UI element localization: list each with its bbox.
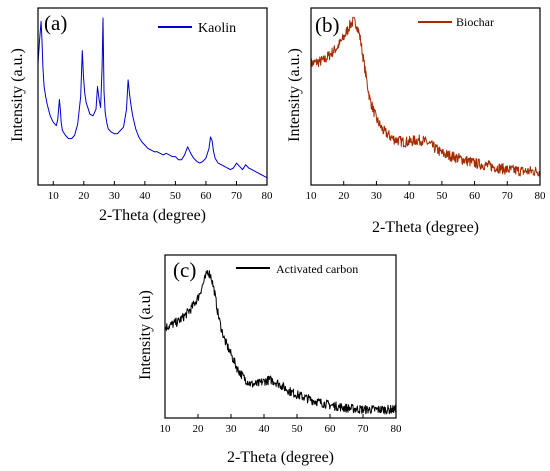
x-tick-label: 20 (193, 423, 205, 435)
y-axis-title: Intensity (a.u.) (286, 48, 303, 142)
x-tick-label: 70 (502, 190, 514, 202)
x-tick-label: 70 (358, 423, 370, 435)
x-tick-label: 20 (78, 190, 90, 202)
x-tick-label: 50 (292, 423, 304, 435)
series-line-1 (310, 16, 541, 177)
panel-b: Biochar 10 20 30 40 50 60 70 80 (b) 2-Theta (degre… (286, 7, 547, 236)
x-tick-label: 50 (170, 190, 182, 202)
x-tick-label: 80 (262, 190, 274, 202)
x-tick-label: 80 (391, 423, 403, 435)
y-axis-title: Intensity (a.u.) (9, 48, 26, 142)
panel-letter: (b) (315, 13, 340, 37)
legend-label: Kaolin (198, 21, 236, 36)
x-axis-title: 2-Theta (degree) (372, 219, 479, 236)
x-axis-title: 2-Theta (degree) (99, 207, 206, 224)
x-tick-label: 40 (259, 423, 271, 435)
legend-label: Activated carbon (276, 262, 358, 276)
x-tick-label: 40 (404, 190, 416, 202)
x-tick-label: 50 (436, 190, 448, 202)
panel-letter: (a) (44, 11, 67, 35)
plot-frame (164, 254, 397, 419)
x-tick-label: 30 (371, 190, 383, 202)
x-tick-label: 40 (139, 190, 151, 202)
x-tick-label: 10 (306, 190, 318, 202)
x-tick-label: 30 (109, 190, 121, 202)
plot-frame (310, 7, 541, 186)
x-axis-title: 2-Theta (degree) (227, 449, 334, 466)
series-line-1 (164, 270, 397, 415)
x-tick-label: 60 (325, 423, 337, 435)
panel-a: Kaolin 10 20 30 40 50 60 70 80 (a) 2-Theta (degree… (9, 7, 274, 224)
series-line-1 (37, 17, 268, 179)
x-tick-label: 60 (200, 190, 212, 202)
x-tick-label: 30 (226, 423, 238, 435)
legend-label: Biochar (456, 15, 494, 29)
x-tick-label: 10 (48, 190, 60, 202)
panel-c: Activated carbon 10 20 30 40 50 60 70 80 (c) 2-The… (137, 254, 403, 466)
x-tick-label: 10 (160, 423, 172, 435)
plot-frame (37, 7, 268, 186)
x-tick-label: 20 (338, 190, 350, 202)
y-axis-title: Intensity (a.u) (137, 290, 154, 380)
panel-letter: (c) (173, 258, 196, 282)
x-tick-label: 80 (535, 190, 547, 202)
x-tick-label: 60 (469, 190, 481, 202)
x-tick-label: 70 (231, 190, 243, 202)
